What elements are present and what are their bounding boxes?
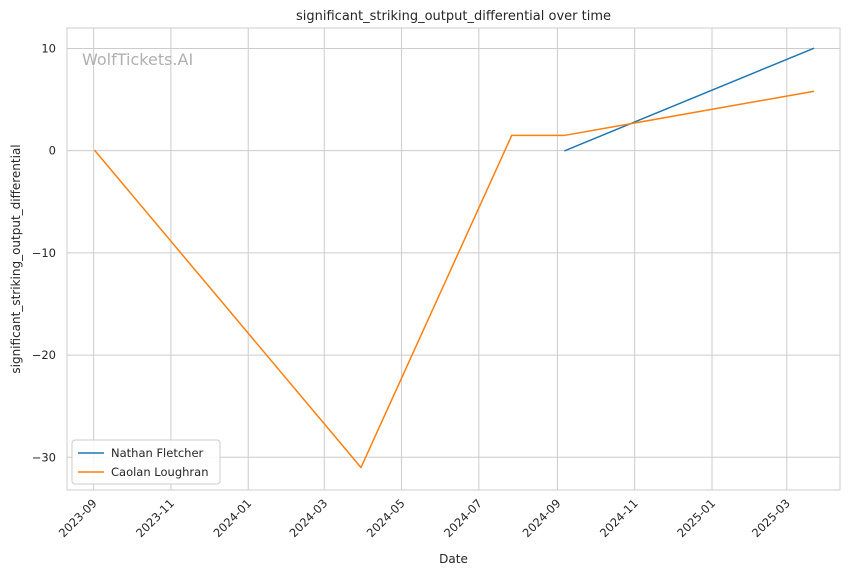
legend: Nathan Fletcher Caolan Loughran (71, 439, 221, 485)
x-tick-label: 2023-11 (133, 496, 177, 540)
series-lines (93, 47, 815, 469)
x-tick-label: 2024-11 (597, 496, 641, 540)
chart-title: significant_striking_output_differential… (296, 9, 611, 24)
x-tick-label: 2024-03 (286, 496, 330, 540)
grid (67, 28, 840, 490)
y-axis-label: significant_striking_output_differential (9, 144, 23, 373)
x-tick-label: 2024-09 (520, 496, 564, 540)
x-tick-label: 2023-09 (56, 496, 100, 540)
x-tick-label: 2024-05 (364, 496, 408, 540)
x-axis-label: Date (439, 552, 468, 566)
series-line-caolan-loughran (93, 90, 815, 469)
y-tick-label: 10 (41, 41, 56, 55)
x-tick-label: 2025-03 (749, 496, 793, 540)
legend-box (71, 439, 221, 485)
y-tick-label: 0 (49, 144, 56, 158)
x-tick-label: 2025-01 (674, 496, 718, 540)
y-tick-label: −30 (32, 450, 56, 464)
y-tick-label: −20 (32, 348, 56, 362)
legend-label: Caolan Loughran (111, 465, 208, 479)
x-tick-label: 2024-07 (441, 496, 485, 540)
legend-label: Nathan Fletcher (111, 446, 204, 460)
watermark: WolfTickets.AI (82, 50, 193, 69)
x-tick-labels: 2023-09 2023-11 2024-01 2024-03 2024-05 2024-… (56, 496, 793, 540)
plot-frame (66, 27, 841, 491)
x-tick-label: 2024-01 (210, 496, 254, 540)
y-tick-label: −10 (32, 246, 56, 260)
series-line-nathan-fletcher (564, 47, 815, 152)
y-tick-labels: 10 0 −10 −20 −30 (32, 41, 56, 464)
